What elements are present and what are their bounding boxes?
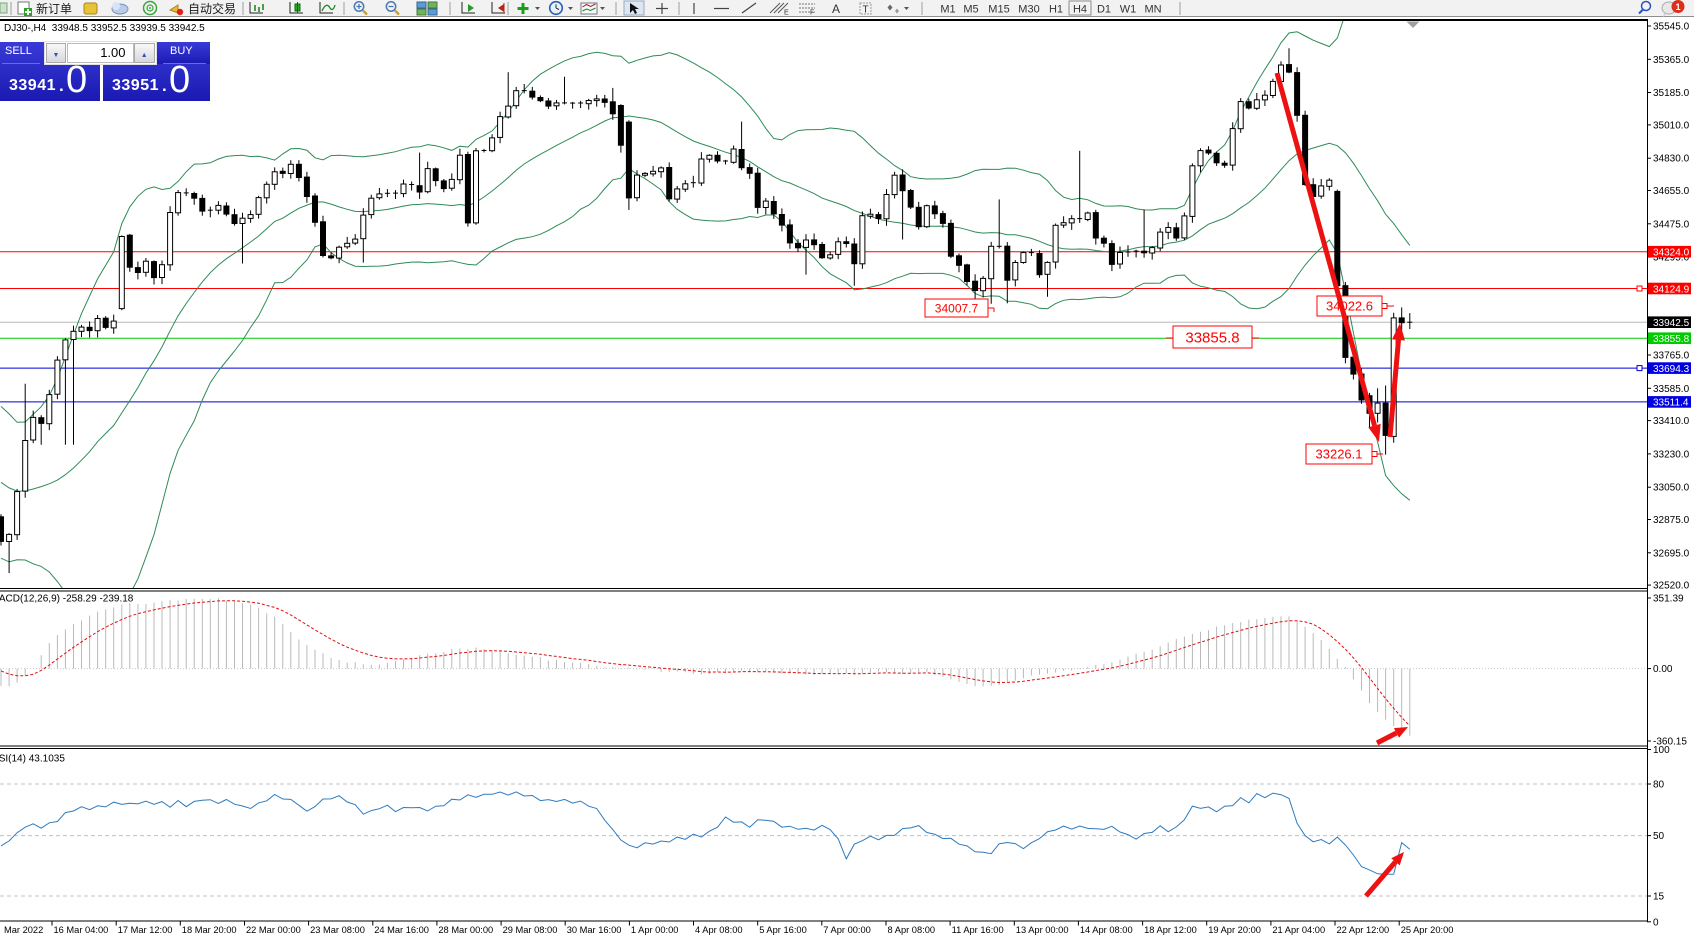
svg-text:18 Mar 20:00: 18 Mar 20:00 xyxy=(182,925,237,935)
svg-text:33226.1: 33226.1 xyxy=(1316,447,1363,462)
svg-text:35010.0: 35010.0 xyxy=(1653,120,1690,131)
svg-text:0: 0 xyxy=(1653,917,1659,928)
svg-text:33855.8: 33855.8 xyxy=(1653,334,1690,345)
svg-text:100: 100 xyxy=(1653,745,1670,756)
svg-text:M15: M15 xyxy=(988,4,1009,16)
svg-text:M30: M30 xyxy=(1018,4,1039,16)
svg-text:34655.0: 34655.0 xyxy=(1653,186,1690,197)
svg-text:22 Mar 00:00: 22 Mar 00:00 xyxy=(246,925,301,935)
svg-text:24 Mar 16:00: 24 Mar 16:00 xyxy=(374,925,429,935)
svg-text:7 Apr 00:00: 7 Apr 00:00 xyxy=(823,925,871,935)
svg-text:34324.0: 34324.0 xyxy=(1653,248,1690,259)
svg-text:M1: M1 xyxy=(940,4,955,16)
svg-text:35545.0: 35545.0 xyxy=(1653,22,1690,33)
svg-text:33050.0: 33050.0 xyxy=(1653,483,1690,494)
svg-text:80: 80 xyxy=(1653,780,1665,791)
svg-text:8 Apr 08:00: 8 Apr 08:00 xyxy=(888,925,936,935)
svg-text:32695.0: 32695.0 xyxy=(1653,548,1690,559)
svg-text:29 Mar 08:00: 29 Mar 08:00 xyxy=(503,925,558,935)
svg-text:22 Apr 12:00: 22 Apr 12:00 xyxy=(1337,925,1390,935)
svg-text:33511.4: 33511.4 xyxy=(1653,398,1689,409)
svg-text:自动交易: 自动交易 xyxy=(188,1,236,16)
svg-text:1 Apr 00:00: 1 Apr 00:00 xyxy=(631,925,679,935)
svg-text:E: E xyxy=(784,10,789,17)
svg-text:14 Apr 08:00: 14 Apr 08:00 xyxy=(1080,925,1133,935)
svg-text:34475.0: 34475.0 xyxy=(1653,219,1690,230)
svg-text:16 Mar 04:00: 16 Mar 04:00 xyxy=(54,925,109,935)
svg-text:新订单: 新订单 xyxy=(36,1,72,16)
svg-text:19 Apr 20:00: 19 Apr 20:00 xyxy=(1208,925,1261,935)
svg-text:H4: H4 xyxy=(1073,4,1087,16)
svg-text:34022.6: 34022.6 xyxy=(1326,299,1373,314)
svg-text:34830.0: 34830.0 xyxy=(1653,154,1690,165)
svg-text:13 Apr 00:00: 13 Apr 00:00 xyxy=(1016,925,1069,935)
svg-text:18 Apr 12:00: 18 Apr 12:00 xyxy=(1144,925,1197,935)
svg-text:Mar 2022: Mar 2022 xyxy=(4,925,43,935)
svg-text:4 Apr 08:00: 4 Apr 08:00 xyxy=(695,925,743,935)
svg-text:33694.3: 33694.3 xyxy=(1653,364,1690,375)
svg-text:33585.0: 33585.0 xyxy=(1653,384,1690,395)
svg-text:34124.9: 34124.9 xyxy=(1653,284,1690,295)
svg-text:35185.0: 35185.0 xyxy=(1653,88,1690,99)
svg-text:DJ30-,H4 33948.5 33952.5 3393: DJ30-,H4 33948.5 33952.5 33939.5 33942.5 xyxy=(4,23,205,34)
svg-text:35365.0: 35365.0 xyxy=(1653,55,1690,66)
svg-text:28 Mar 00:00: 28 Mar 00:00 xyxy=(438,925,493,935)
svg-text:-360.15: -360.15 xyxy=(1653,737,1687,748)
svg-text:33855.8: 33855.8 xyxy=(1185,329,1239,346)
svg-text:M5: M5 xyxy=(963,4,978,16)
svg-text:33230.0: 33230.0 xyxy=(1653,449,1690,460)
svg-text:21 Apr 04:00: 21 Apr 04:00 xyxy=(1272,925,1325,935)
svg-text:RSI(14) 43.1035: RSI(14) 43.1035 xyxy=(0,754,65,765)
svg-text:30 Mar 16:00: 30 Mar 16:00 xyxy=(567,925,622,935)
svg-text:17 Mar 12:00: 17 Mar 12:00 xyxy=(118,925,173,935)
svg-text:D1: D1 xyxy=(1097,4,1111,16)
svg-text:23 Mar 08:00: 23 Mar 08:00 xyxy=(310,925,365,935)
svg-text:MACD(12,26,9) -258.29 -239.18: MACD(12,26,9) -258.29 -239.18 xyxy=(0,594,134,605)
svg-text:32875.0: 32875.0 xyxy=(1653,515,1690,526)
svg-text:11 Apr 16:00: 11 Apr 16:00 xyxy=(952,925,1004,935)
svg-text:0.00: 0.00 xyxy=(1653,664,1673,675)
svg-text:32520.0: 32520.0 xyxy=(1653,581,1690,592)
svg-text:MN: MN xyxy=(1144,4,1161,16)
svg-text:34007.7: 34007.7 xyxy=(935,301,979,315)
svg-text:33765.0: 33765.0 xyxy=(1653,351,1690,362)
svg-text:T: T xyxy=(863,5,869,16)
svg-text:H1: H1 xyxy=(1049,4,1063,16)
svg-text:5 Apr 16:00: 5 Apr 16:00 xyxy=(759,925,807,935)
svg-text:A: A xyxy=(832,2,840,16)
svg-text:33410.0: 33410.0 xyxy=(1653,416,1690,427)
svg-text:W1: W1 xyxy=(1120,4,1137,16)
svg-text:1: 1 xyxy=(1675,2,1680,12)
svg-text:351.39: 351.39 xyxy=(1653,594,1684,605)
svg-text:F: F xyxy=(810,10,814,17)
svg-text:34295.0: 34295.0 xyxy=(1653,253,1690,264)
svg-text:33942.5: 33942.5 xyxy=(1653,318,1690,329)
svg-text:50: 50 xyxy=(1653,831,1665,842)
svg-text:25 Apr 20:00: 25 Apr 20:00 xyxy=(1401,925,1454,935)
svg-text:15: 15 xyxy=(1653,892,1665,903)
